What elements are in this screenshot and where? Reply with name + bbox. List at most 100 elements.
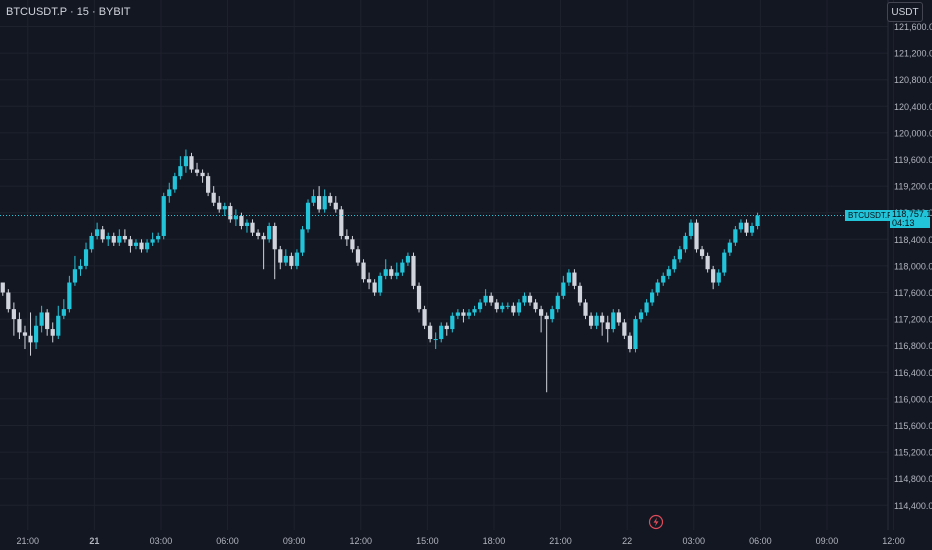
candle	[677, 245, 682, 263]
candle	[749, 222, 755, 236]
candle	[255, 229, 261, 240]
candle	[33, 315, 39, 350]
candle-body	[111, 235, 116, 243]
candle	[733, 226, 738, 246]
candle	[128, 235, 133, 253]
candle	[167, 182, 172, 203]
candle-body	[561, 282, 566, 296]
candle-body	[383, 269, 388, 276]
candle	[383, 259, 388, 280]
candle-body	[305, 202, 311, 230]
candle-body	[150, 239, 155, 243]
candle-body	[566, 272, 571, 283]
candle	[472, 305, 477, 316]
price-tick-label: 121,200.0	[894, 49, 932, 59]
candle	[22, 325, 28, 350]
candle-body	[677, 249, 682, 260]
candle-body	[378, 275, 383, 293]
candle-body	[261, 235, 266, 240]
candle	[511, 302, 516, 316]
time-tick-label: 06:00	[216, 536, 239, 546]
grid-lines	[0, 0, 895, 530]
price-tick-label: 120,000.0	[894, 128, 932, 138]
candle	[699, 245, 705, 260]
candle-body	[494, 302, 499, 310]
candle-body	[100, 229, 105, 240]
time-tick-label: 12:00	[882, 536, 905, 546]
candle-body	[128, 239, 133, 246]
candle-body	[239, 216, 244, 226]
candle	[477, 299, 483, 313]
candle-body	[117, 235, 122, 243]
candle-body	[544, 315, 549, 320]
candle-body	[67, 282, 72, 310]
price-axis[interactable]: 121,600.0 121,200.0 120,800.0 120,400.0 120,…	[887, 0, 932, 530]
candle	[17, 312, 22, 340]
candle-body	[33, 325, 39, 343]
candle-body	[450, 315, 455, 330]
candle	[394, 262, 399, 280]
candle	[11, 302, 16, 336]
candle-body	[156, 235, 161, 240]
last-price-value: 118,757.1	[892, 209, 932, 219]
symbol-price-tag: BTCUSDT.P	[845, 210, 896, 221]
price-tick-label: 117,600.0	[894, 288, 932, 298]
symbol-label[interactable]: BTCUSDT.P · 15 · BYBIT	[6, 6, 131, 18]
candle	[261, 232, 266, 270]
candle	[183, 149, 189, 173]
candle-body	[106, 235, 111, 240]
candle	[422, 305, 427, 330]
candle	[450, 312, 455, 333]
candle-body	[622, 322, 627, 336]
candle	[722, 249, 727, 276]
candle-body	[533, 302, 538, 310]
candle-body	[699, 249, 705, 256]
candle-body	[744, 222, 749, 233]
candle-body	[28, 335, 33, 343]
candle-body	[655, 282, 660, 293]
candle-body	[283, 255, 288, 263]
bar-countdown: 04:13	[892, 218, 915, 228]
candle-body	[267, 226, 272, 240]
candle-body	[222, 206, 227, 210]
candle	[738, 219, 744, 233]
candle-body	[289, 255, 294, 266]
candle	[694, 219, 699, 253]
candle-body	[228, 206, 233, 220]
candle-body	[416, 285, 422, 310]
candle	[156, 232, 161, 243]
candle	[638, 309, 644, 323]
candle-body	[422, 309, 427, 326]
candle-body	[400, 262, 405, 273]
candle	[416, 282, 422, 313]
candle-body	[56, 315, 61, 336]
candle	[111, 232, 116, 246]
candle-body	[167, 189, 172, 197]
candle-body	[161, 196, 166, 236]
candle-body	[633, 319, 638, 350]
candle	[544, 312, 549, 393]
candle-body	[500, 305, 505, 310]
candle-body	[505, 305, 510, 307]
candle	[650, 289, 655, 306]
candle	[300, 226, 305, 256]
candle	[572, 269, 577, 290]
candle-body	[217, 202, 222, 210]
candle	[0, 282, 5, 296]
lightning-circle-icon[interactable]	[648, 514, 664, 530]
candle-body	[172, 176, 177, 190]
candle	[217, 196, 222, 213]
candle	[233, 209, 238, 226]
candle-body	[444, 325, 449, 330]
candle-body	[328, 196, 333, 203]
time-axis[interactable]: 21:00 21 03:00 06:00 09:00 12:00 15:00 18:00 21:…	[16, 536, 932, 546]
candle-body	[139, 242, 144, 250]
currency-button[interactable]: USDT	[887, 2, 923, 22]
candle-body	[89, 235, 94, 250]
candle-body	[0, 282, 5, 293]
price-tick-label: 116,800.0	[894, 341, 932, 351]
candle-body	[122, 235, 127, 240]
candle	[194, 162, 200, 177]
candle	[616, 309, 621, 326]
